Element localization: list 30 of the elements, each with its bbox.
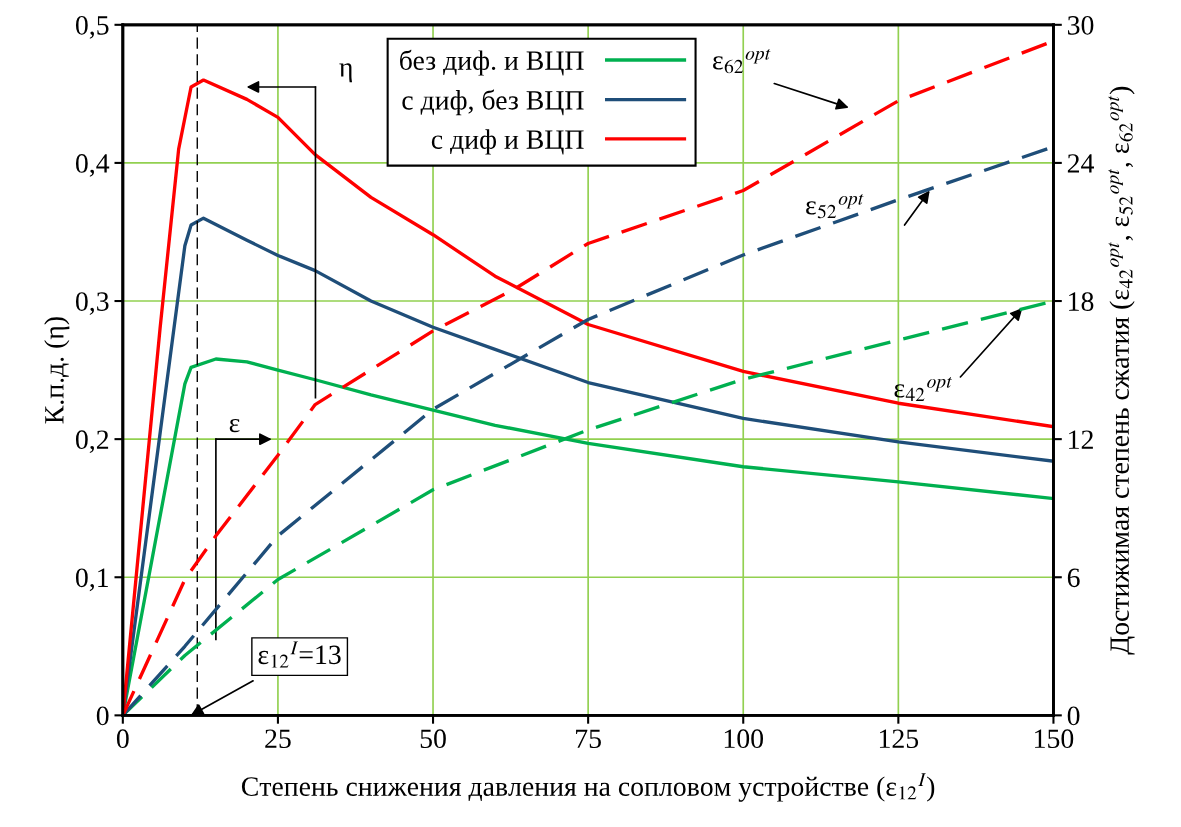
x-tick-label: 100	[724, 729, 764, 749]
y-axis-title: К.п.д. (η)	[44, 317, 70, 424]
x-tick-label: 150	[1035, 729, 1074, 749]
y2-tick-label: 30	[1067, 15, 1094, 35]
text: Достижимая степень сжатия (ε$_{42}$$^{opt}$, ε$_{52}$$^{opt}$, ε$_{62}$$^{opt}$)	[1108, 86, 1135, 655]
legend-label: с диф, без ВЦП	[402, 89, 584, 116]
x-tick-label: 25	[265, 729, 291, 749]
y2-tick-label: 12	[1069, 430, 1093, 449]
y-tick-label: 0,5	[75, 15, 109, 39]
y-tick-label: 0,1	[75, 568, 108, 592]
annotation: η	[339, 63, 352, 83]
y2-tick-label: 24	[1067, 154, 1094, 173]
legend-label: без диф. и ВЦП	[400, 49, 584, 76]
y-tick-label: 0,2	[75, 430, 109, 454]
annotation: ε$_{62}$$^{opt}$	[713, 48, 771, 74]
x-tick-label: 0	[116, 729, 129, 749]
y-tick-label: 0,3	[75, 292, 109, 315]
x-axis-title: Степень снижения давления на сопловом устройстве (ε$_{12}$$^{I}$)	[241, 773, 935, 802]
x-tick-label: 50	[420, 729, 446, 749]
x-tick-label: 125	[879, 729, 919, 749]
y-tick-label: 0	[96, 706, 109, 726]
x-tick-label: 75	[576, 729, 601, 749]
y2-tick-label: 18	[1069, 292, 1094, 311]
y-tick-label: 0,4	[75, 154, 110, 177]
y2-tick-label: 0	[1067, 706, 1080, 726]
annotation: ε$_{52}$$^{opt}$	[806, 193, 864, 219]
annotation: ε	[229, 418, 240, 433]
annotation: ε$_{12}$$^{I}$=13	[258, 641, 341, 668]
y2-tick-label: 6	[1067, 568, 1080, 588]
legend-label: с диф и ВЦП	[431, 129, 584, 155]
